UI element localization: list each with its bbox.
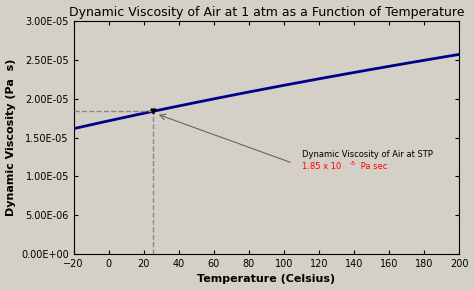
Text: 1.85 x 10: 1.85 x 10 — [301, 162, 341, 171]
Y-axis label: Dynamic Viscosity (Pa  s): Dynamic Viscosity (Pa s) — [6, 59, 16, 216]
Text: Dynamic Viscosity of Air at STP: Dynamic Viscosity of Air at STP — [301, 150, 432, 159]
X-axis label: Temperature (Celsius): Temperature (Celsius) — [197, 274, 336, 284]
Text: Pa sec: Pa sec — [357, 162, 387, 171]
Title: Dynamic Viscosity of Air at 1 atm as a Function of Temperature: Dynamic Viscosity of Air at 1 atm as a F… — [69, 6, 464, 19]
Text: -5: -5 — [350, 161, 356, 166]
